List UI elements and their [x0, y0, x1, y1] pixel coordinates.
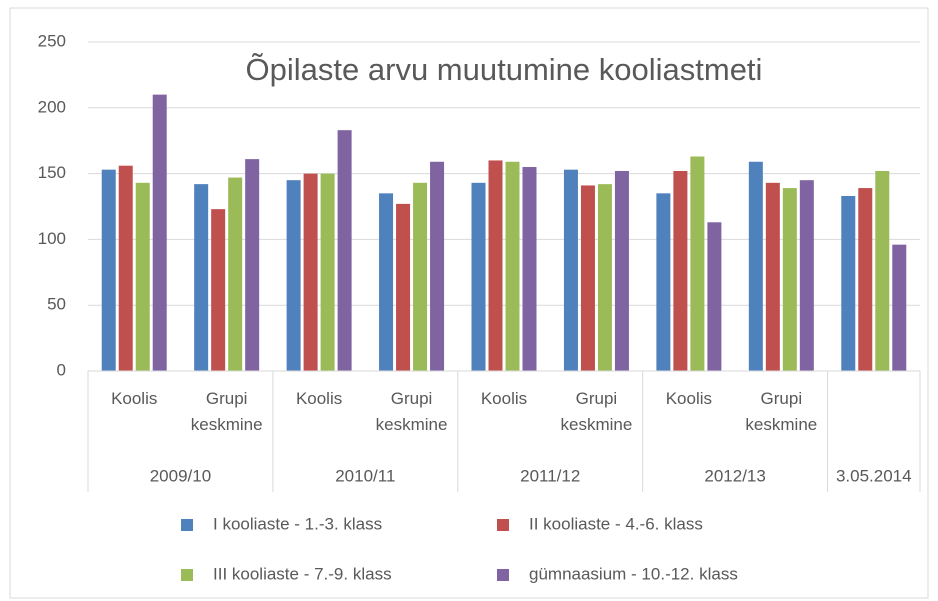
x-category-group: Koolis: [480, 389, 528, 408]
bar: [614, 170, 629, 371]
bar: [765, 182, 780, 371]
x-tick-label: Grupi keskmine: [560, 389, 633, 434]
y-tick-label: 150: [38, 163, 66, 182]
x-tick-label: Koolis: [480, 389, 528, 408]
x-group-label: 2009/10: [150, 466, 211, 485]
bar: [286, 180, 301, 371]
y-tick-label: 50: [47, 295, 66, 314]
bar: [841, 195, 856, 371]
y-tick-label: 200: [38, 97, 66, 116]
x-category-group: Grupi keskmine: [375, 389, 448, 434]
bar: [379, 193, 394, 371]
x-category-group: Koolis: [295, 389, 343, 408]
bar: [488, 160, 503, 371]
x-group-label: 3.05.2014: [836, 466, 912, 485]
y-tick-label: 250: [38, 31, 66, 50]
y-tick-label: 100: [38, 229, 66, 248]
x-tick-label: Koolis: [295, 389, 343, 408]
bar: [135, 182, 150, 371]
x-category-group: Koolis: [111, 389, 158, 408]
bar: [892, 244, 907, 371]
chart-title: Õpilaste arvu muutumine kooliastmeti: [246, 52, 763, 87]
bar: [563, 169, 578, 371]
bar: [245, 159, 260, 371]
bar: [707, 222, 722, 371]
bar: [673, 170, 688, 371]
x-tick-label: Grupi keskmine: [745, 389, 818, 434]
legend-swatch: [497, 569, 509, 581]
bar: [690, 156, 705, 371]
bar: [799, 180, 814, 371]
legend-swatch: [181, 519, 193, 531]
legend-label: I kooliaste - 1.-3. klass: [213, 514, 382, 533]
legend-label: II kooliaste - 4.-6. klass: [529, 514, 703, 533]
bar: [194, 184, 209, 371]
bar: [748, 161, 763, 371]
bar: [320, 173, 335, 371]
bar: [303, 173, 318, 371]
x-tick-label: Koolis: [665, 389, 713, 408]
bar: [118, 165, 133, 371]
x-category-group: Grupi keskmine: [190, 389, 263, 434]
legend-swatch: [497, 519, 509, 531]
legend-label: gümnaasium - 10.-12. klass: [529, 564, 738, 583]
x-tick-label: Grupi keskmine: [375, 389, 448, 434]
bar: [211, 209, 226, 371]
x-tick-label: Koolis: [111, 389, 158, 408]
bar: [471, 182, 486, 371]
legend-swatch: [181, 569, 193, 581]
bar: [580, 185, 595, 371]
bar: [413, 182, 428, 371]
bar: [337, 130, 352, 371]
bar: [858, 188, 873, 371]
bar: [505, 161, 520, 371]
x-category-group: Grupi keskmine: [560, 389, 633, 434]
bar: [782, 188, 797, 371]
bar: [228, 177, 243, 371]
bar: [101, 169, 116, 371]
legend-label: III kooliaste - 7.-9. klass: [213, 564, 392, 583]
x-category-group: Koolis: [665, 389, 713, 408]
bar: [396, 203, 411, 371]
bar: [875, 170, 890, 371]
x-tick-label: Grupi keskmine: [190, 389, 263, 434]
y-tick-label: 0: [57, 360, 66, 379]
bar: [656, 193, 671, 371]
x-group-label: 2011/12: [520, 466, 580, 485]
x-group-label: 2010/11: [335, 466, 395, 485]
x-group-label: 2012/13: [704, 466, 765, 485]
bar: [152, 94, 167, 371]
x-category-group: Grupi keskmine: [745, 389, 818, 434]
bar: [522, 167, 537, 371]
bar: [597, 184, 612, 371]
bar: [430, 161, 445, 371]
